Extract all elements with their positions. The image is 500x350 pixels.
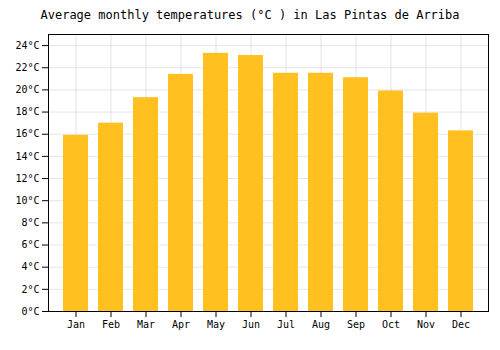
svg-text:Nov: Nov	[417, 319, 435, 330]
svg-text:Apr: Apr	[172, 319, 190, 330]
svg-text:24°C: 24°C	[15, 40, 39, 51]
svg-text:10°C: 10°C	[15, 195, 39, 206]
svg-text:May: May	[207, 319, 225, 330]
svg-text:18°C: 18°C	[15, 106, 39, 117]
svg-text:Sep: Sep	[347, 319, 365, 330]
svg-text:Jul: Jul	[277, 319, 295, 330]
svg-text:Oct: Oct	[382, 319, 400, 330]
svg-text:20°C: 20°C	[15, 84, 39, 95]
svg-text:8°C: 8°C	[21, 217, 39, 228]
svg-text:6°C: 6°C	[21, 239, 39, 250]
svg-text:2°C: 2°C	[21, 284, 39, 295]
svg-text:Jan: Jan	[67, 319, 85, 330]
html-text:Average monthly temperatures (: Average monthly temperatures (°C ) in La…	[40, 8, 460, 22]
svg-text:12°C: 12°C	[15, 173, 39, 184]
svg-text:0°C: 0°C	[21, 306, 39, 317]
svg-text:Mar: Mar	[137, 319, 155, 330]
svg-text:Aug: Aug	[312, 319, 330, 330]
svg-text:Jun: Jun	[242, 319, 260, 330]
svg-text:4°C: 4°C	[21, 261, 39, 272]
svg-text:Feb: Feb	[102, 319, 120, 330]
svg-text:22°C: 22°C	[15, 62, 39, 73]
svg-text:14°C: 14°C	[15, 151, 39, 162]
svg-text:Dec: Dec	[452, 319, 470, 330]
svg-text:16°C: 16°C	[15, 128, 39, 139]
